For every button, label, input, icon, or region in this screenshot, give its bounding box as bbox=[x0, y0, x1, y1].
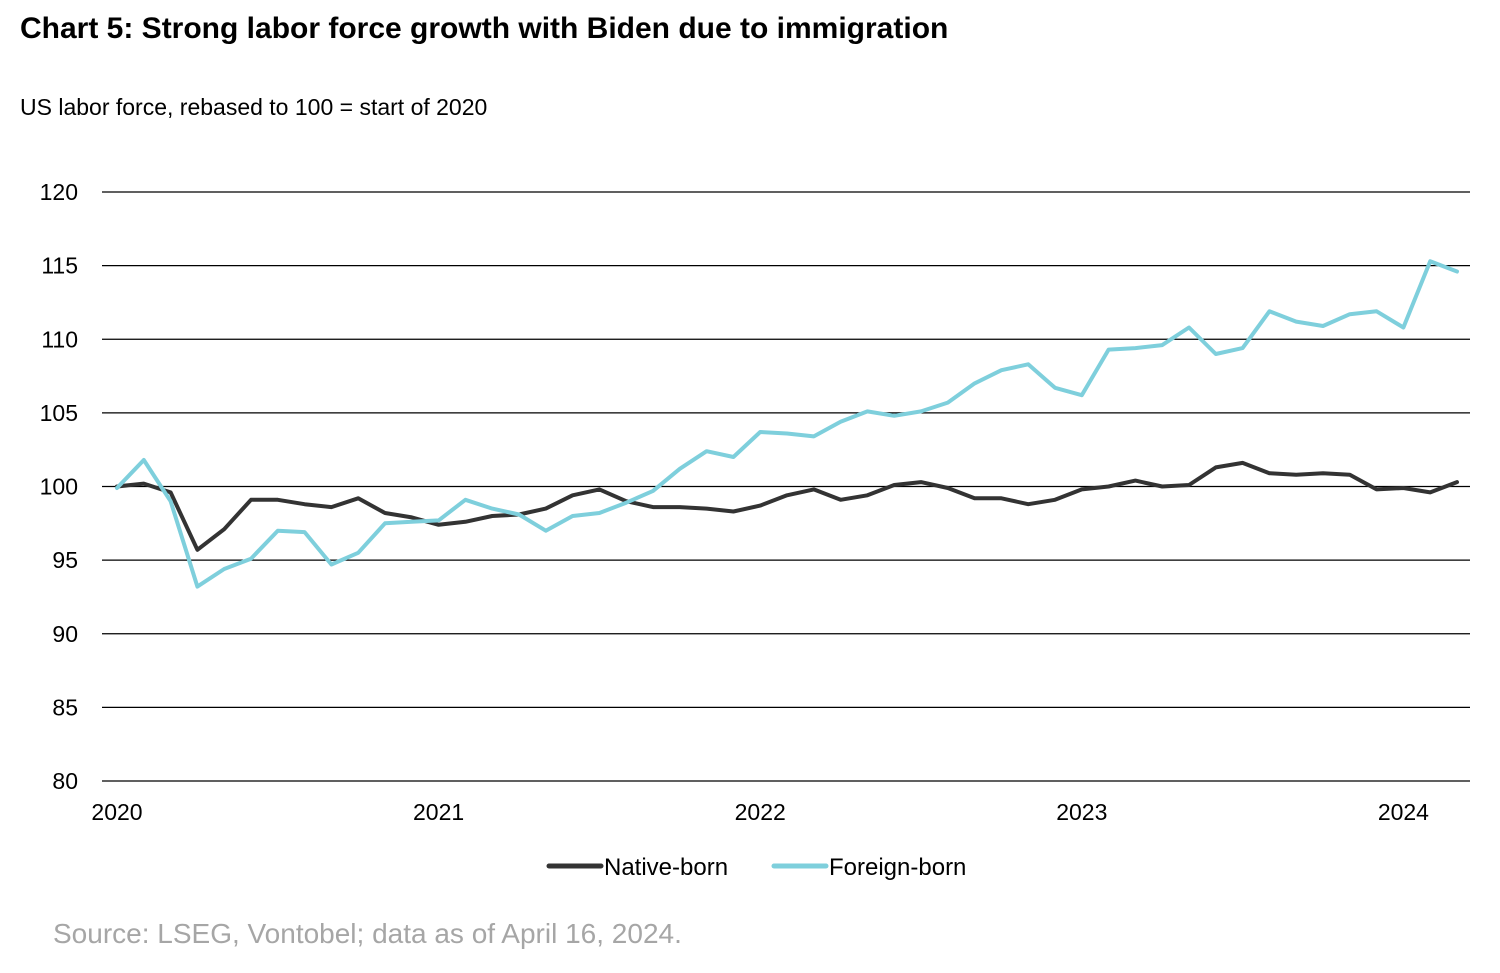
y-tick-label: 110 bbox=[41, 326, 78, 352]
series-lines bbox=[115, 259, 1459, 589]
gridlines bbox=[102, 191, 1470, 782]
legend: Native-born Foreign-born bbox=[546, 854, 966, 881]
source-note: Source: LSEG, Vontobel; data as of April… bbox=[53, 918, 682, 949]
x-axis-tick-labels: 2020 2021 2022 2023 2024 bbox=[91, 799, 1429, 825]
y-tick-label: 90 bbox=[52, 621, 78, 647]
x-tick-label: 2022 bbox=[735, 799, 786, 825]
y-tick-label: 80 bbox=[52, 768, 78, 794]
series-line-native-born bbox=[115, 460, 1459, 552]
x-tick-label: 2021 bbox=[413, 799, 464, 825]
y-tick-label: 95 bbox=[52, 547, 78, 573]
x-tick-label: 2024 bbox=[1378, 799, 1429, 825]
x-tick-label: 2020 bbox=[91, 799, 142, 825]
y-tick-label: 120 bbox=[40, 179, 78, 205]
y-tick-label: 115 bbox=[41, 253, 78, 279]
legend-label-native-born: Native-born bbox=[604, 854, 728, 881]
y-tick-label: 105 bbox=[40, 400, 78, 426]
x-tick-label: 2023 bbox=[1056, 799, 1107, 825]
chart-subtitle: US labor force, rebased to 100 = start o… bbox=[20, 94, 488, 120]
y-axis-tick-labels: 80 85 90 95 100 105 110 115 120 bbox=[40, 179, 78, 794]
series-line-foreign-born bbox=[115, 259, 1459, 589]
y-tick-label: 85 bbox=[52, 694, 78, 720]
legend-label-foreign-born: Foreign-born bbox=[829, 854, 966, 881]
chart-title: Chart 5: Strong labor force growth with … bbox=[20, 12, 949, 45]
y-tick-label: 100 bbox=[40, 474, 78, 500]
